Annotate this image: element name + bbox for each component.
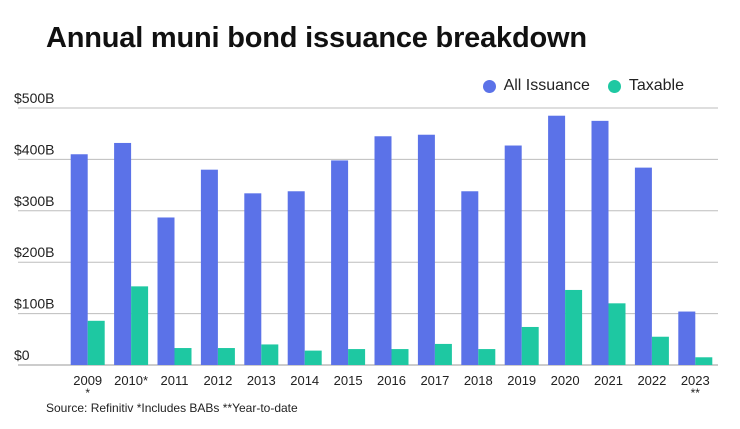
- x-tick-footnote-mark: **: [691, 386, 701, 400]
- bar-taxable: [217, 348, 235, 365]
- bar-all-issuance: [417, 134, 435, 365]
- bar-taxable: [695, 357, 713, 365]
- y-tick-label: $300B: [14, 193, 54, 209]
- bar-taxable: [131, 286, 149, 365]
- x-tick-label: 2019: [507, 373, 536, 388]
- y-tick-label: $500B: [14, 90, 54, 106]
- bar-all-issuance: [461, 191, 479, 365]
- legend-swatch-all-issuance: [482, 79, 496, 93]
- legend-label-taxable: Taxable: [628, 77, 684, 94]
- x-tick-label: 2014: [290, 373, 319, 388]
- y-tick-label: $200B: [14, 244, 54, 260]
- bar-taxable: [261, 344, 279, 365]
- x-tick-label: 2022: [637, 373, 666, 388]
- bar-taxable: [478, 349, 496, 365]
- bar-taxable: [174, 348, 192, 365]
- y-tick-label: $0: [14, 347, 30, 363]
- x-tick-label: 2013: [247, 373, 276, 388]
- bar-all-issuance: [504, 145, 522, 365]
- bar-taxable: [651, 336, 669, 365]
- x-tick-footnote-mark: *: [85, 386, 90, 400]
- y-tick-label: $100B: [14, 296, 54, 312]
- x-tick-label: 2012: [203, 373, 232, 388]
- bar-all-issuance: [591, 120, 609, 365]
- bar-taxable: [87, 320, 105, 365]
- chart-legend: All Issuance Taxable: [465, 77, 684, 95]
- bar-all-issuance: [634, 167, 652, 365]
- bar-taxable: [565, 289, 583, 365]
- bar-all-issuance: [157, 217, 175, 365]
- legend-label-all-issuance: All Issuance: [503, 77, 590, 94]
- legend-item-taxable: Taxable: [607, 77, 684, 95]
- bar-all-issuance: [548, 115, 566, 366]
- x-tick-label: 2009: [73, 373, 102, 388]
- bar-taxable: [608, 303, 626, 365]
- bar-all-issuance: [374, 136, 392, 365]
- bar-taxable: [434, 343, 452, 365]
- chart-title: Annual muni bond issuance breakdown: [46, 22, 587, 54]
- bar-all-issuance: [114, 142, 132, 365]
- x-tick-label: 2011: [161, 373, 189, 388]
- bar-all-issuance: [244, 193, 262, 365]
- legend-item-all-issuance: All Issuance: [482, 77, 590, 95]
- x-tick-label: 2015: [334, 373, 363, 388]
- bar-all-issuance: [70, 154, 88, 365]
- bar-all-issuance: [331, 160, 349, 365]
- source-note: Source: Refinitiv *Includes BABs **Year-…: [46, 401, 298, 415]
- x-tick-label: 2010*: [114, 373, 148, 388]
- x-tick-label: 2018: [464, 373, 493, 388]
- y-tick-label: $400B: [14, 141, 54, 157]
- legend-swatch-taxable: [607, 79, 621, 93]
- bar-taxable: [391, 349, 409, 365]
- bar-all-issuance: [287, 191, 305, 365]
- x-tick-label: 2021: [594, 373, 623, 388]
- bar-taxable: [304, 350, 322, 365]
- bar-taxable: [521, 326, 539, 365]
- bar-taxable: [348, 349, 366, 365]
- x-tick-label: 2017: [420, 373, 449, 388]
- x-tick-label: 2016: [377, 373, 406, 388]
- bar-all-issuance: [678, 311, 696, 365]
- x-tick-label: 2020: [551, 373, 580, 388]
- x-tick-label: 2023: [681, 373, 710, 388]
- bar-all-issuance: [200, 169, 218, 365]
